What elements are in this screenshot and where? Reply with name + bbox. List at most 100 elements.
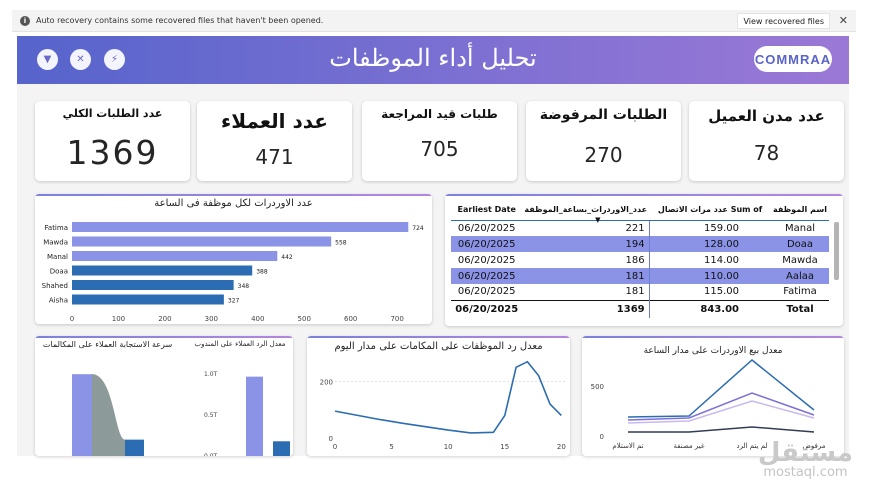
sort-desc-icon: ▼ xyxy=(595,216,601,225)
kpi-value: 270 xyxy=(584,143,623,167)
series-line-s4 xyxy=(628,426,815,433)
cell-name: Mawda xyxy=(782,254,818,266)
cell-orders: 181 xyxy=(522,268,650,284)
kpi-rejected-orders: الطلبات المرفوضة 270 xyxy=(526,101,681,181)
bar-category-label: Shahed xyxy=(42,282,68,290)
total-orders: 1369 xyxy=(522,299,650,318)
col-header-orders[interactable]: عدد_الاوردرات_بساعة_الموظفة ▼ xyxy=(522,200,650,224)
x-tick-label: 200 xyxy=(158,315,171,323)
watermark: مستقل mostaql.com xyxy=(758,438,853,480)
kpi-value: 78 xyxy=(753,141,780,165)
bar-mawda xyxy=(72,236,332,247)
chevron-down-icon[interactable]: ▼ xyxy=(37,49,58,70)
kpi-label: عدد الطلبات الكلي xyxy=(62,107,163,120)
cell-calls: 128.00 xyxy=(648,236,772,252)
line-chart-svg: 200 00 5 10 15 20 xyxy=(320,360,567,451)
table-scrollbar[interactable] xyxy=(834,222,839,280)
table-header-row: Earliest Date عدد_الاوردرات_بساعة_الموظف… xyxy=(451,200,829,224)
bar-category-label: Fatima xyxy=(45,224,68,232)
total-calls: 843.00 xyxy=(648,299,772,318)
cell-name: Aalaa xyxy=(771,268,829,284)
bar-value-label: 388 xyxy=(256,269,268,276)
x-tick-label: 700 xyxy=(390,315,403,323)
cell-orders: 186 xyxy=(625,254,645,266)
x-tick-label: 600 xyxy=(344,315,357,323)
chart-title-answer-rate: معدل الرد العملاء على المندوب xyxy=(194,340,286,348)
x-tick-label: غير مصنفة xyxy=(673,442,704,450)
bar-value-label: 724 xyxy=(412,225,424,232)
card-accent-line xyxy=(35,194,432,196)
cell-date: 06/20/2025 xyxy=(457,254,516,266)
series-line-s2 xyxy=(627,392,815,421)
series-line-s1 xyxy=(627,359,815,418)
recovery-notice-bar: i Auto recovery contains some recovered … xyxy=(12,10,856,32)
chart-title: معدل بيع الاوردرات على مدار الساعة xyxy=(643,346,783,356)
bar-shahed xyxy=(72,280,234,290)
response-charts-card: سرعة الاستجابة العملاء على المكالمات معد… xyxy=(35,336,293,456)
bar-true xyxy=(273,441,290,456)
bar-doaa xyxy=(72,265,253,276)
calls-over-day-chart: معدل رد الموظفات على المكامات على مدار ا… xyxy=(307,336,570,456)
kpi-total-orders: عدد الطلبات الكلي 1369 xyxy=(35,101,190,181)
x-tick-label: 15 xyxy=(500,443,509,451)
recovery-message: Auto recovery contains some recovered fi… xyxy=(36,16,324,25)
kpi-value: 705 xyxy=(420,137,459,161)
table-total-row: 06/20/2025 1369 843.00 Total xyxy=(451,299,829,318)
cell-calls: 110.00 xyxy=(648,268,772,284)
bar-category-label: Manal xyxy=(47,253,68,261)
close-icon[interactable]: ✕ xyxy=(70,49,91,70)
cell-date: 06/20/2025 xyxy=(451,268,523,284)
watermark-arabic: مستقل xyxy=(757,438,853,468)
x-tick-label: 10 xyxy=(444,443,453,451)
report-header: ▼ ✕ ⚡ تحليل أداء الموظفات COMMRAA xyxy=(17,36,849,84)
total-date: 06/20/2025 xyxy=(451,299,523,318)
kpi-label: طلبات قيد المراجعة xyxy=(381,107,498,121)
close-icon[interactable]: ✕ xyxy=(838,14,848,27)
table-row[interactable]: 06/20/2025 194 128.00 Doaa xyxy=(451,236,829,252)
kpi-label: الطلبات المرفوضة xyxy=(539,107,668,123)
x-tick-label: مرفوض xyxy=(802,442,825,450)
col-header-calls[interactable]: عدد مرات الاتصال Sum of xyxy=(649,200,772,221)
card-accent-line xyxy=(35,336,293,338)
col-header-name[interactable]: اسم الموظفة xyxy=(771,200,829,221)
cell-date: 06/20/2025 xyxy=(451,236,523,252)
bar-category-label: Mawda xyxy=(43,239,68,247)
info-icon: i xyxy=(20,15,30,26)
brand-logo: COMMRAA xyxy=(754,46,832,72)
y-tick-label: 0.0T xyxy=(204,453,218,456)
table-row[interactable]: 06/20/2025 181 115.00 Fatima xyxy=(451,284,829,300)
y-tick-label: 0 xyxy=(600,433,604,441)
card-accent-line xyxy=(582,336,844,338)
kpi-customer-cities: عدد مدن العميل 78 xyxy=(689,101,844,181)
multiline-chart-svg: 500 0 تم الاستلام غير مصنفة لم يتم الرد مرفوض xyxy=(591,359,826,450)
kpi-label: عدد العملاء xyxy=(221,109,328,133)
y-tick-label: 200 xyxy=(320,378,333,386)
x-tick-label: 20 xyxy=(557,443,566,451)
card-accent-line xyxy=(445,194,843,196)
cell-calls: 159.00 xyxy=(648,220,772,236)
cell-date: 06/20/2025 xyxy=(457,222,516,234)
chart-title: معدل رد الموظفات على المكامات على مدار ا… xyxy=(334,341,543,352)
total-label: Total xyxy=(771,299,829,318)
x-tick-label: تم الاستلام xyxy=(612,442,643,450)
bar-category-label: Aisha xyxy=(49,297,68,305)
orders-per-employee-chart: عدد الاوردرات لكل موظفة فى الساعة Fatima… xyxy=(35,194,432,324)
table-row[interactable]: 06/20/2025 181 110.00 Aalaa xyxy=(451,268,829,284)
view-recovered-files-button[interactable]: View recovered files xyxy=(737,13,830,29)
x-tick-label: 0 xyxy=(333,443,337,451)
cell-calls: 115.00 xyxy=(648,284,772,300)
page-title: تحليل أداء الموظفات xyxy=(329,44,537,72)
bar-true xyxy=(125,439,144,456)
cell-orders: 194 xyxy=(522,236,650,252)
lightning-icon[interactable]: ⚡ xyxy=(104,49,125,70)
hbar-chart-svg: Fatima 724 Mawda 558 Manal 442 Doaa 388 Shahed 34… xyxy=(42,222,424,323)
cell-calls: 114.00 xyxy=(648,252,772,268)
col-header-orders-label: عدد_الاوردرات_بساعة_الموظفة xyxy=(524,205,648,215)
bar-value-label: 442 xyxy=(281,254,293,261)
table-row[interactable]: 06/20/2025 221 159.00 Manal xyxy=(451,220,829,236)
bar-value-label: 558 xyxy=(335,240,347,247)
col-header-date[interactable]: Earliest Date xyxy=(451,200,523,221)
table-row[interactable]: 06/20/2025 186 114.00 Mawda xyxy=(451,252,829,268)
bar-false xyxy=(72,374,92,456)
